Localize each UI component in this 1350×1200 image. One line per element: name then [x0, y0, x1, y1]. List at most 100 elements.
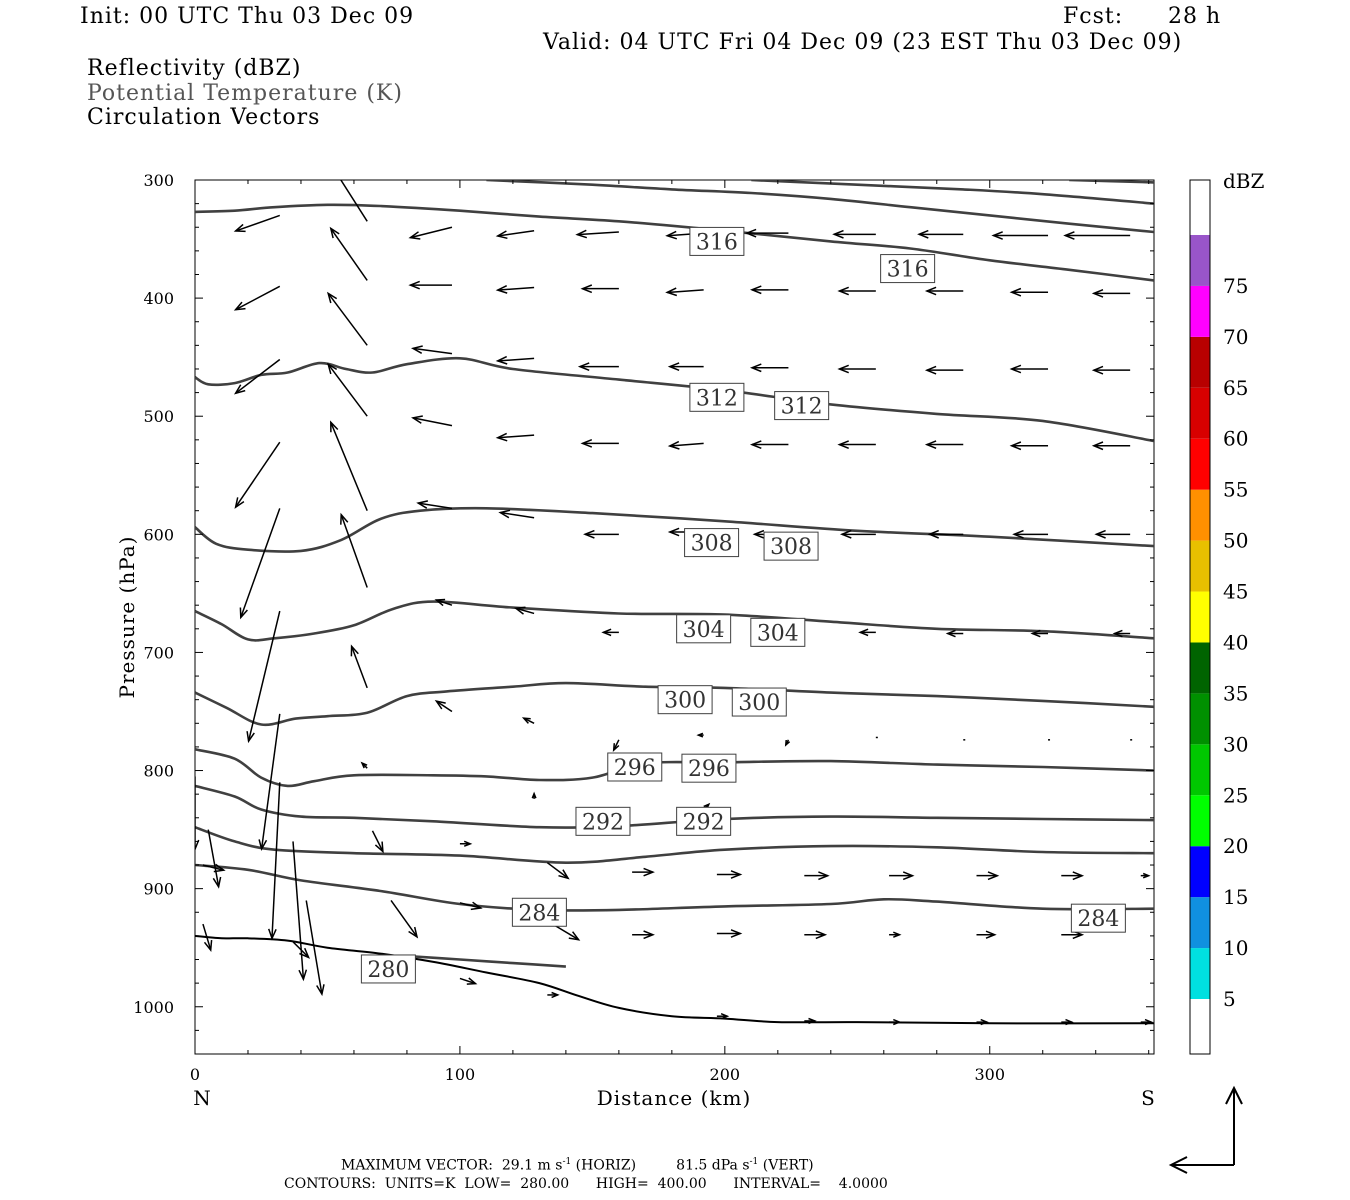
circulation-vector [292, 841, 308, 982]
vector-arrowhead [980, 1018, 989, 1026]
circulation-vector [330, 420, 368, 511]
vector-arrowhead [212, 876, 222, 889]
circulation-vector [459, 977, 478, 985]
vector-arrowhead [1091, 289, 1104, 298]
vector-arrowhead [434, 598, 446, 607]
vector-arrowhead [203, 940, 213, 953]
vector-arrowhead [1012, 529, 1024, 539]
terrain-surface-line [195, 934, 1154, 1025]
max-vector-label: MAXIMUM VECTOR: [341, 1157, 493, 1174]
vector-shaft [327, 363, 368, 417]
circulation-vector [267, 782, 281, 941]
circulation-vector [832, 229, 876, 239]
vector-shaft [247, 610, 281, 742]
vector-shaft [350, 646, 368, 689]
horiz-value: 29.1 [501, 1157, 534, 1174]
theta-contour-284 [195, 863, 1154, 912]
contour-label-text: 296 [688, 757, 730, 782]
vector-arrowhead [580, 284, 593, 294]
vector-arrowhead [234, 497, 245, 509]
circulation-vector [1061, 871, 1085, 881]
vector-shaft [410, 226, 453, 239]
theta-contour-316 [195, 203, 1154, 282]
circulation-vector [1030, 629, 1049, 638]
contour-label-text: 292 [683, 810, 725, 835]
vector-shaft [260, 713, 281, 850]
vector-arrowhead [665, 287, 678, 297]
horiz-exponent: -1 [562, 1157, 572, 1167]
circulation-vector [924, 286, 964, 296]
vector-arrowhead [495, 230, 508, 240]
vector-arrowhead [749, 440, 762, 449]
circulation-vector [837, 364, 876, 374]
contour-label-box [676, 614, 732, 644]
contour-label-box [360, 954, 416, 984]
vector-shaft [207, 829, 220, 887]
circulation-vector [716, 1013, 730, 1020]
circulation-vector [575, 229, 619, 239]
vector-arrowhead [580, 439, 593, 448]
vector-arrowhead [924, 286, 937, 296]
vector-shaft [235, 358, 281, 394]
contour-label-box [880, 254, 936, 284]
contour-label: 308 [684, 528, 740, 558]
colorbar-title: dBZ [1223, 169, 1265, 193]
y-axis-title: Pressure (hPa) [115, 536, 139, 699]
circulation-vector [1012, 529, 1049, 539]
circulation-vector [858, 628, 876, 637]
circulation-vector [716, 929, 743, 938]
colorbar-tick-label: 70 [1223, 325, 1248, 349]
contour-label-box [731, 687, 787, 717]
circulation-vector [547, 991, 560, 999]
vector-arrowhead [233, 223, 246, 233]
colorbar-swatch [1190, 642, 1210, 694]
colorbar-swatch [1190, 795, 1210, 847]
vector-arrowhead [1142, 872, 1151, 879]
contour-label-text: 300 [738, 691, 780, 716]
circulation-vector [326, 362, 368, 417]
vector-shaft [271, 782, 281, 939]
vector-arrowhead [1091, 365, 1104, 375]
contour-label: 300 [731, 687, 787, 717]
vector-shaft [292, 941, 310, 958]
y-tick-label: 900 [143, 880, 174, 899]
contour-label-box [763, 531, 819, 561]
y-tick-label: 1000 [133, 998, 174, 1017]
circulation-vector [305, 900, 325, 997]
vector-arrowhead [267, 928, 277, 941]
colorbar-tick-label: 30 [1223, 732, 1248, 756]
circulation-vector [246, 610, 281, 744]
x-axis: 0 100 200 300 [190, 180, 1150, 1084]
field-reflectivity: Reflectivity (dBZ) [87, 56, 302, 81]
contour-label-box [750, 617, 806, 647]
vector-shaft [202, 923, 212, 951]
vector-shaft [235, 214, 281, 232]
horiz-tag: (HORIZ) [575, 1157, 637, 1174]
y-tick-label: 400 [143, 289, 174, 308]
vert-unit: dPa s [711, 1157, 750, 1174]
circulation-vector [632, 930, 655, 940]
vector-shaft [371, 830, 384, 852]
vector-arrowhead [298, 969, 308, 982]
vector-arrowhead [466, 977, 478, 985]
circulation-vector [408, 280, 452, 290]
vector-arrowhead [531, 791, 537, 799]
contour-label: 284 [1070, 903, 1126, 933]
circulation-vector [837, 286, 876, 296]
vector-arrowhead [744, 228, 757, 238]
contour-label: 292 [575, 806, 631, 836]
vector-arrowhead [239, 607, 248, 620]
vector-arrowhead [558, 869, 570, 880]
circulation-vector [410, 345, 453, 355]
colorbar-swatch [1190, 438, 1210, 490]
circulation-vector [601, 628, 619, 637]
colorbar-swatch [1190, 948, 1210, 999]
contour-label: 280 [360, 954, 416, 984]
contour-label-text: 312 [781, 395, 823, 420]
theta-contour-304 [195, 600, 1154, 642]
contour-label: 300 [657, 685, 713, 715]
vector-arrowhead [752, 529, 765, 539]
y-tick-label: 700 [143, 643, 174, 662]
vector-arrowhead [521, 717, 531, 724]
vector-shaft [436, 599, 453, 606]
